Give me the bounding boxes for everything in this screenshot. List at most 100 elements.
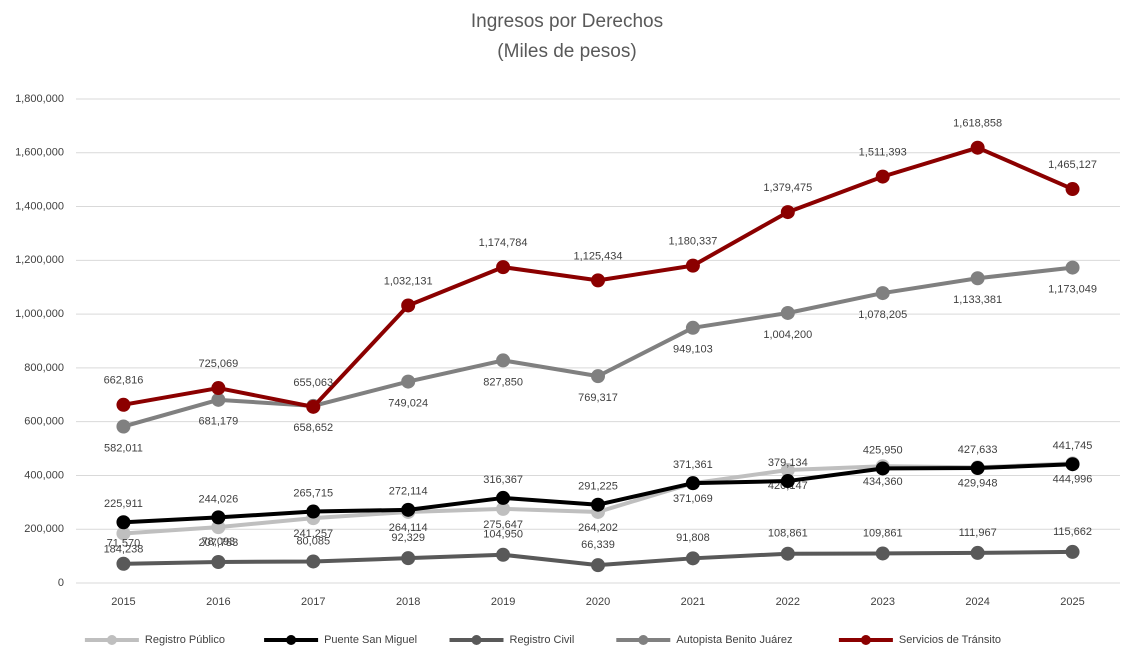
x-tick-label: 2022 (776, 596, 800, 608)
data-label: 111,967 (959, 527, 997, 539)
data-point (685, 258, 700, 273)
data-label: 265,715 (293, 487, 333, 499)
data-label: 434,360 (863, 476, 903, 488)
data-label: 949,103 (673, 344, 713, 356)
legend-label: Registro Civil (510, 634, 575, 646)
y-tick-label: 400,000 (24, 469, 64, 481)
data-label: 582,011 (104, 442, 143, 454)
data-point (116, 515, 131, 530)
data-label: 662,816 (104, 375, 144, 387)
x-tick-label: 2023 (870, 596, 894, 608)
data-label: 184,238 (104, 543, 144, 555)
data-label: 104,950 (483, 529, 523, 541)
data-point (211, 555, 226, 570)
legend-marker (471, 635, 482, 645)
data-label: 371,361 (673, 459, 713, 471)
data-label: 108,861 (768, 528, 808, 540)
legend-label: Registro Público (145, 634, 225, 646)
data-point (306, 399, 321, 414)
data-point (780, 305, 795, 320)
data-point (591, 558, 605, 573)
x-tick-label: 2025 (1060, 596, 1084, 608)
data-label: 441,745 (1053, 440, 1093, 452)
data-label: 264,114 (389, 522, 428, 534)
data-point (780, 205, 795, 220)
data-point (496, 353, 511, 368)
data-label: 244,026 (198, 493, 238, 505)
data-point (591, 273, 605, 288)
data-label: 749,024 (388, 398, 428, 410)
data-label: 1,004,200 (763, 329, 812, 341)
data-label: 66,339 (581, 539, 615, 551)
data-point (591, 497, 605, 512)
data-label: 658,652 (293, 422, 333, 434)
x-tick-label: 2024 (965, 596, 989, 608)
data-label: 1,180,337 (668, 236, 717, 248)
data-point (970, 271, 985, 286)
data-label: 207,783 (198, 537, 238, 549)
data-point (1065, 457, 1080, 472)
data-point (875, 286, 890, 301)
data-point (211, 381, 226, 396)
data-label: 80,085 (296, 535, 330, 547)
y-tick-label: 1,200,000 (15, 254, 64, 266)
y-tick-label: 1,400,000 (15, 200, 64, 212)
legend-marker (286, 635, 297, 645)
data-label: 371,069 (673, 493, 713, 505)
data-label: 769,317 (578, 392, 618, 404)
x-tick-label: 2016 (206, 596, 230, 608)
data-point (306, 554, 321, 569)
data-label: 1,379,475 (763, 182, 812, 194)
legend-label: Servicios de Tránsito (899, 634, 1001, 646)
data-point (970, 140, 985, 155)
data-point (496, 490, 511, 505)
data-point (211, 510, 226, 525)
data-point (875, 169, 890, 184)
data-label: 1,173,049 (1048, 283, 1097, 295)
data-label: 1,078,205 (858, 309, 907, 321)
y-tick-label: 800,000 (24, 362, 64, 374)
y-tick-label: 1,000,000 (15, 308, 64, 320)
data-point (116, 556, 131, 571)
y-tick-label: 0 (58, 577, 64, 589)
legend-marker (106, 635, 117, 645)
x-tick-label: 2017 (301, 596, 325, 608)
data-point (116, 526, 131, 541)
data-point (116, 419, 131, 434)
data-point (1065, 260, 1080, 275)
data-point (401, 374, 416, 389)
data-label: 291,225 (578, 481, 618, 493)
data-point (1065, 544, 1080, 559)
legend-marker (860, 635, 871, 645)
data-label: 115,662 (1053, 526, 1092, 538)
data-label: 92,329 (391, 532, 425, 544)
data-label: 264,202 (578, 522, 618, 534)
data-point (875, 461, 890, 476)
x-tick-label: 2021 (681, 596, 705, 608)
data-point (780, 463, 795, 478)
data-label: 725,069 (198, 358, 238, 370)
data-label: 1,465,127 (1048, 159, 1097, 171)
data-point (780, 474, 795, 489)
data-label: 272,114 (389, 486, 428, 498)
data-point (401, 298, 416, 313)
y-tick-label: 600,000 (24, 416, 64, 428)
y-tick-label: 1,600,000 (15, 147, 64, 159)
data-label: 91,808 (676, 532, 710, 544)
data-label: 71,570 (107, 538, 141, 550)
data-point (875, 546, 890, 561)
legend-label: Autopista Benito Juárez (676, 634, 792, 646)
data-label: 225,911 (104, 498, 143, 510)
y-tick-label: 200,000 (24, 523, 64, 535)
data-point (306, 504, 321, 519)
data-label: 425,950 (863, 444, 903, 456)
legend-label: Puente San Miguel (324, 634, 417, 646)
data-label: 827,850 (483, 376, 523, 388)
data-point (685, 476, 700, 491)
data-label: 1,032,131 (384, 275, 433, 287)
chart-title: Ingresos por Derechos (471, 11, 663, 32)
data-label: 379,134 (768, 457, 808, 469)
data-point (401, 551, 416, 566)
data-label: 109,861 (863, 527, 903, 539)
data-point (211, 392, 226, 407)
